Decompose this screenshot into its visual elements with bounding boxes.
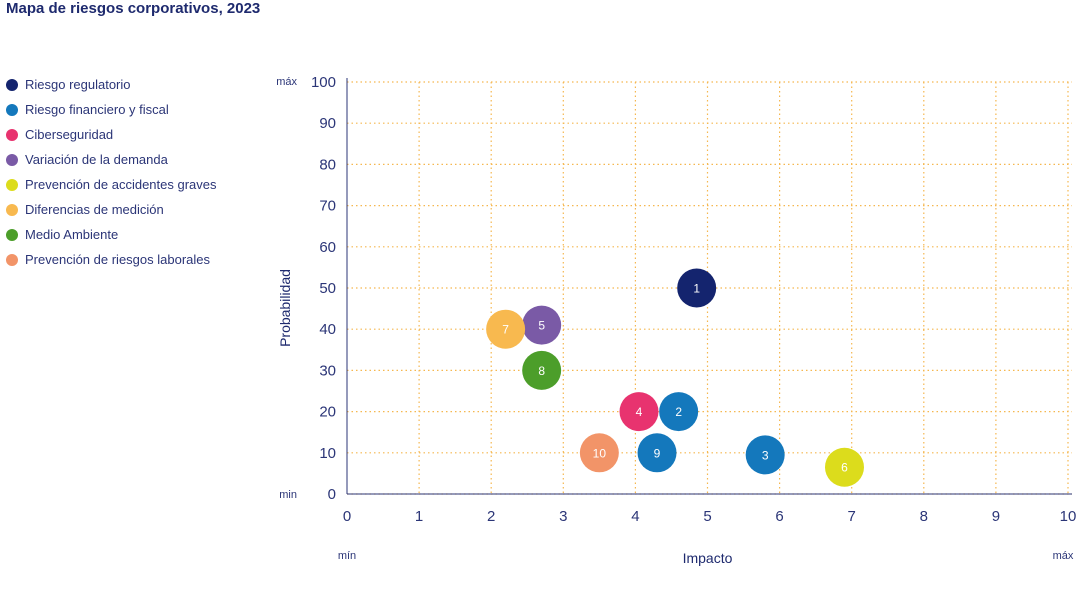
y-max-label: máx: [276, 76, 297, 88]
x-tick-label: 1: [415, 508, 423, 525]
y-tick-label: 90: [319, 115, 336, 132]
legend-label: Riesgo financiero y fiscal: [25, 102, 169, 117]
bubble-label: 8: [538, 364, 545, 378]
legend-item: Riesgo regulatorio: [6, 72, 217, 97]
bubble-point: [579, 433, 619, 473]
x-tick-label: 3: [559, 508, 567, 525]
y-min-label: min: [279, 489, 297, 501]
bubble-point: [659, 392, 699, 432]
legend-dot: [6, 178, 18, 191]
bubble-point: [824, 447, 864, 487]
bubble-label: 9: [654, 446, 661, 460]
bubble-point: [486, 309, 526, 349]
legend-label: Variación de la demanda: [25, 152, 168, 167]
legend: Riesgo regulatorio Riesgo financiero y fi…: [6, 72, 217, 272]
legend-item: Ciberseguridad: [6, 122, 217, 147]
x-axis-title: Impacto: [683, 550, 733, 566]
x-tick-label: 0: [343, 508, 351, 525]
y-tick-label: 0: [328, 486, 336, 503]
x-tick-label: 8: [920, 508, 928, 525]
legend-dot: [6, 153, 18, 166]
legend-dot: [6, 78, 18, 91]
legend-label: Riesgo regulatorio: [25, 77, 131, 92]
x-tick-label: 9: [992, 508, 1000, 525]
legend-dot: [6, 203, 18, 216]
bubble-label: 10: [593, 446, 607, 460]
bubble-label: 6: [841, 461, 848, 475]
legend-item: Riesgo financiero y fiscal: [6, 97, 217, 122]
y-tick-label: 10: [319, 445, 336, 462]
legend-item: Variación de la demanda: [6, 147, 217, 172]
y-tick-label: 80: [319, 156, 336, 173]
y-tick-label: 60: [319, 239, 336, 256]
legend-item: Prevención de accidentes graves: [6, 172, 217, 197]
legend-label: Diferencias de medición: [25, 202, 164, 217]
x-min-label: mín: [338, 550, 356, 562]
legend-label: Prevención de riesgos laborales: [25, 252, 210, 267]
x-tick-label: 10: [1060, 508, 1077, 525]
bubble-point: [522, 350, 562, 390]
y-tick-label: 100: [311, 74, 336, 91]
chart-title: Mapa de riesgos corporativos, 2023: [6, 0, 261, 17]
bubble-label: 4: [636, 405, 643, 419]
y-tick-label: 20: [319, 404, 336, 421]
legend-item: Diferencias de medición: [6, 197, 217, 222]
y-tick-label: 70: [319, 198, 336, 215]
legend-dot: [6, 128, 18, 141]
bubble-label: 5: [538, 319, 545, 333]
bubble-label: 2: [675, 405, 682, 419]
x-tick-label: 4: [631, 508, 639, 525]
y-axis-title: Probabilidad: [277, 269, 293, 347]
legend-dot: [6, 103, 18, 116]
x-tick-label: 7: [848, 508, 856, 525]
y-tick-label: 30: [319, 362, 336, 379]
x-tick-label: 2: [487, 508, 495, 525]
y-tick-label: 40: [319, 321, 336, 338]
bubble-point: [522, 305, 562, 345]
legend-label: Ciberseguridad: [25, 127, 114, 142]
bubble-point: [745, 435, 785, 475]
legend-item: Medio Ambiente: [6, 222, 217, 247]
bubble-label: 1: [693, 282, 700, 296]
bubble-point: [677, 268, 717, 308]
bubble-label: 7: [502, 323, 509, 337]
x-tick-label: 6: [775, 508, 783, 525]
legend-label: Prevención de accidentes graves: [25, 177, 217, 192]
legend-dot: [6, 253, 18, 266]
bubble-label: 3: [762, 448, 769, 462]
x-tick-label: 5: [703, 508, 711, 525]
bubble-point: [619, 392, 659, 432]
legend-item: Prevención de riesgos laborales: [6, 247, 217, 272]
legend-dot: [6, 228, 18, 241]
x-max-label: máx: [1053, 550, 1074, 562]
bubble-point: [637, 433, 677, 473]
legend-label: Medio Ambiente: [25, 227, 119, 242]
y-tick-label: 50: [319, 280, 336, 297]
